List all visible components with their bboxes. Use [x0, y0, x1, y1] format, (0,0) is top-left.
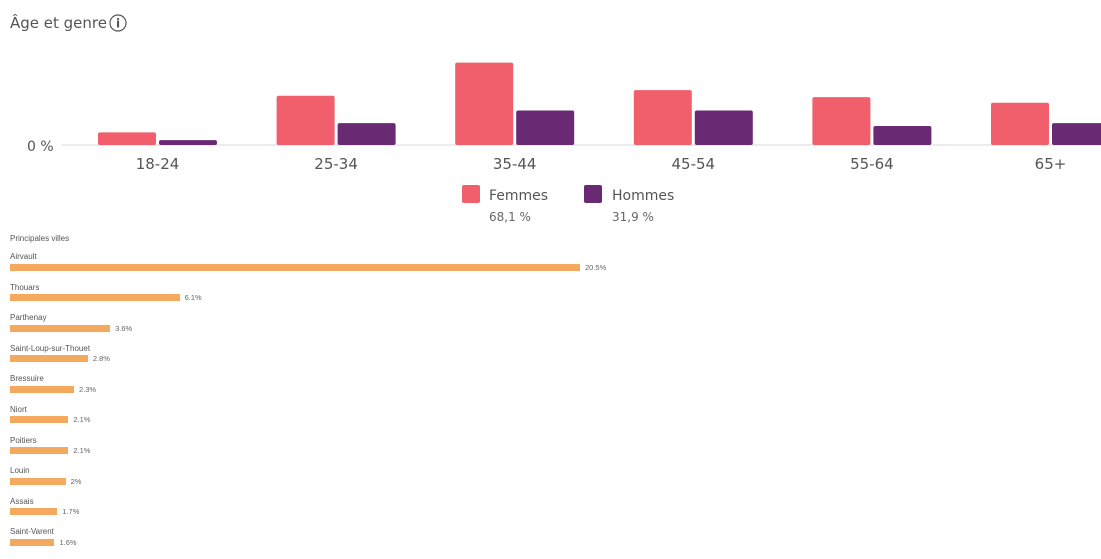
- city-bar-wrap: 1.6%: [10, 537, 710, 547]
- city-list: Airvault 20.5% Thouars 6.1% Parthenay 3.6% Sai…: [10, 252, 710, 558]
- bar-hommes-25-34[interactable]: [337, 123, 396, 145]
- city-value-label: 1.7%: [62, 507, 80, 517]
- city-value-label: 2.1%: [73, 446, 91, 456]
- city-name: Thouars: [10, 282, 40, 292]
- category-label-18-24: 18-24: [136, 155, 180, 173]
- city-bar-wrap: 20.5%: [10, 262, 710, 272]
- city-value-label: 2%: [70, 476, 82, 486]
- city-bar-wrap: 2%: [10, 476, 710, 486]
- bar-femmes-65plus[interactable]: [991, 102, 1049, 145]
- city-row: Bressuire 2.3%: [10, 374, 710, 405]
- bar-femmes-35-44[interactable]: [455, 62, 514, 145]
- city-row: Saint-Loup-sur-Thouet 2.8%: [10, 344, 710, 375]
- legend-swatch-femmes: [462, 185, 480, 203]
- city-name: Assais: [10, 496, 34, 506]
- city-bar[interactable]: [10, 508, 58, 516]
- bar-femmes-18-24[interactable]: [98, 132, 156, 145]
- city-value-label: 2.3%: [78, 384, 97, 394]
- city-bar-wrap: 2.8%: [10, 354, 710, 364]
- top-cities-title: Principales villes: [10, 234, 70, 243]
- svg-text:i: i: [116, 17, 120, 31]
- info-icon[interactable]: i: [109, 14, 127, 32]
- city-name: Parthenay: [10, 313, 47, 323]
- city-bar-wrap: 6.1%: [10, 293, 710, 303]
- city-value-label: 20.5%: [585, 262, 607, 272]
- legend-total-hommes: 31,9 %: [612, 210, 654, 224]
- category-label-55-64: 55-64: [850, 155, 894, 173]
- city-name: Louin: [10, 466, 30, 476]
- city-row: Niort 2.1%: [10, 405, 710, 436]
- age-bars: [98, 62, 1101, 145]
- city-value-label: 2.8%: [92, 354, 110, 364]
- city-row: Poitiers 2.1%: [10, 436, 710, 467]
- city-bar[interactable]: [10, 355, 88, 363]
- city-bar[interactable]: [10, 385, 74, 393]
- city-row: Saint-Varent 1.6%: [10, 527, 710, 558]
- legend-swatch-hommes: [584, 185, 602, 203]
- category-label-45-54: 45-54: [672, 155, 716, 173]
- city-bar-wrap: 3.6%: [10, 323, 710, 333]
- legend-item-hommes[interactable]: Hommes 31,9 %: [584, 185, 674, 224]
- bar-hommes-35-44[interactable]: [516, 110, 575, 145]
- city-bar-wrap: 2.3%: [10, 384, 710, 394]
- city-row: Airvault 20.5%: [10, 252, 710, 283]
- category-label-25-34: 25-34: [314, 155, 358, 173]
- city-bar[interactable]: [10, 324, 111, 332]
- city-bar[interactable]: [10, 294, 180, 302]
- legend: Femmes 68,1 % Hommes 31,9 %: [462, 185, 674, 224]
- city-bar[interactable]: [10, 477, 66, 485]
- top-cities-chart: Principales villes Airvault 20.5% Thouars 6…: [10, 234, 710, 558]
- city-name: Saint-Varent: [10, 527, 54, 537]
- bar-hommes-65plus[interactable]: [1052, 123, 1101, 145]
- legend-label-femmes: Femmes: [489, 188, 548, 204]
- city-bar[interactable]: [10, 538, 55, 546]
- city-name: Niort: [10, 404, 27, 414]
- city-bar[interactable]: [10, 447, 69, 455]
- city-value-label: 3.6%: [115, 323, 133, 333]
- city-value-label: 2.1%: [73, 415, 91, 425]
- y-axis-zero-label: 0 %: [27, 139, 54, 155]
- city-row: Assais 1.7%: [10, 497, 710, 528]
- category-label-35-44: 35-44: [493, 155, 537, 173]
- city-name: Saint-Loup-sur-Thouet: [10, 343, 91, 353]
- bar-hommes-45-54[interactable]: [694, 110, 753, 145]
- city-row: Louin 2%: [10, 466, 710, 497]
- city-name: Bressuire: [10, 374, 44, 384]
- legend-total-femmes: 68,1 %: [489, 210, 531, 224]
- city-bar[interactable]: [10, 416, 69, 424]
- legend-item-femmes[interactable]: Femmes 68,1 %: [462, 185, 548, 224]
- age-gender-chart: Âge et genre i 0 % 18-24 25-34 35-44 45-54 5…: [10, 13, 1101, 224]
- city-name: Poitiers: [10, 435, 37, 445]
- city-row: Thouars 6.1%: [10, 283, 710, 314]
- bar-femmes-25-34[interactable]: [276, 95, 335, 145]
- legend-label-hommes: Hommes: [612, 188, 674, 204]
- city-value-label: 6.1%: [184, 293, 202, 303]
- age-category-labels: 18-24 25-34 35-44 45-54 55-64 65+: [136, 155, 1067, 173]
- bar-hommes-55-64[interactable]: [873, 125, 932, 145]
- city-bar-wrap: 2.1%: [10, 415, 710, 425]
- city-row: Parthenay 3.6%: [10, 313, 710, 344]
- bar-hommes-18-24[interactable]: [159, 140, 217, 145]
- city-bar-wrap: 2.1%: [10, 446, 710, 456]
- bar-femmes-55-64[interactable]: [812, 97, 871, 145]
- age-gender-title: Âge et genre: [10, 13, 107, 32]
- city-bar[interactable]: [10, 263, 580, 271]
- city-bar-wrap: 1.7%: [10, 507, 710, 517]
- city-value-label: 1.6%: [59, 537, 77, 547]
- category-label-65plus: 65+: [1035, 155, 1067, 173]
- city-name: Airvault: [10, 252, 37, 261]
- bar-femmes-45-54[interactable]: [633, 90, 692, 145]
